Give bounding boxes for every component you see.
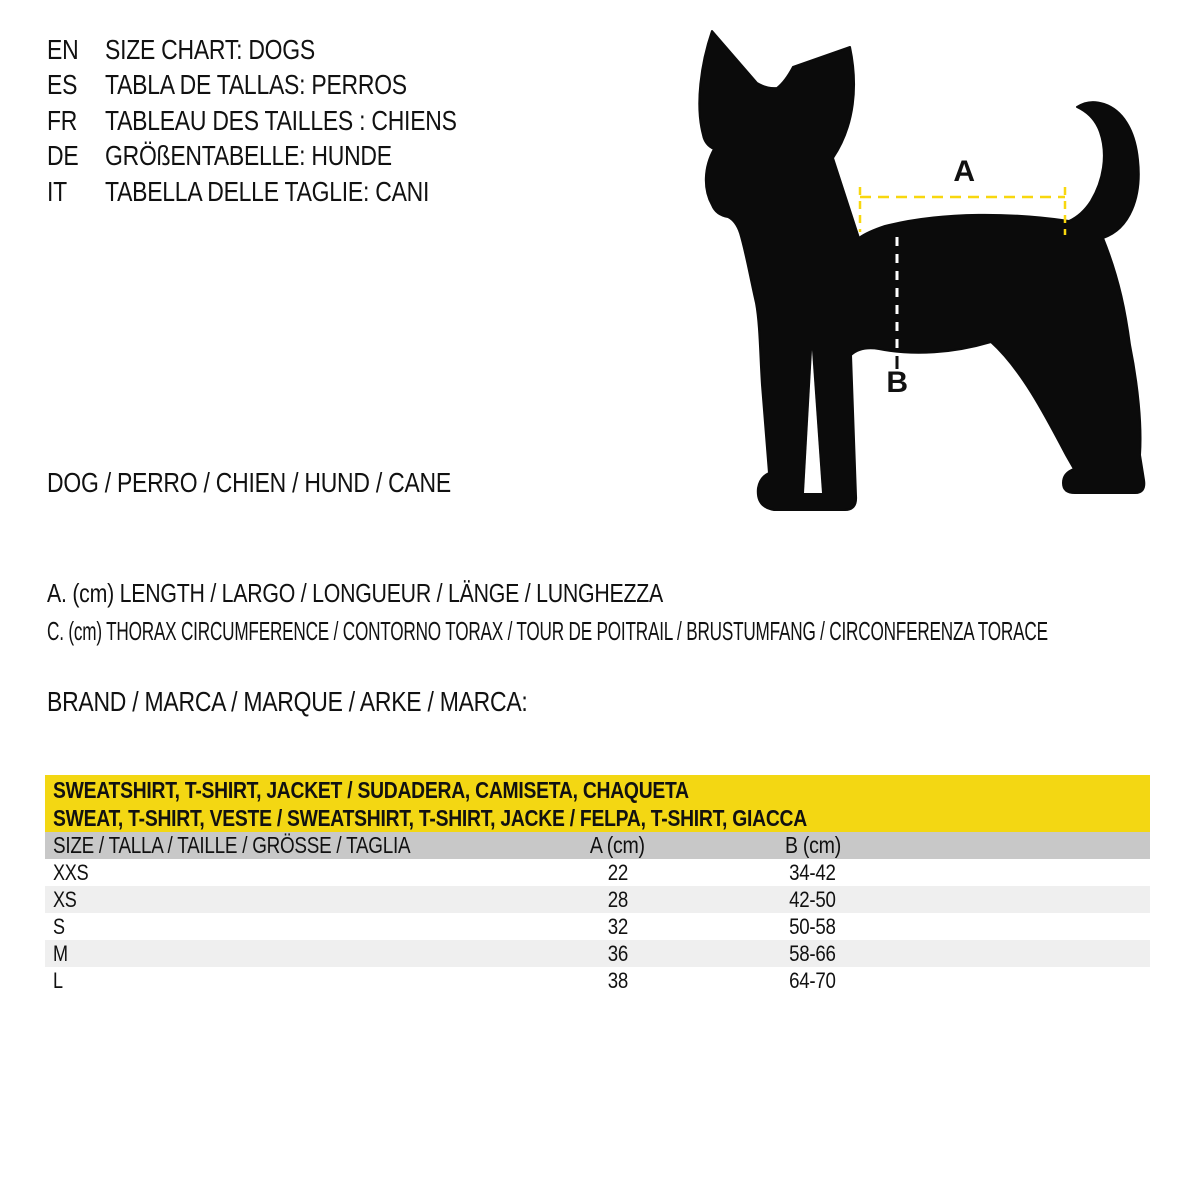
length-cell: 28 [607,886,628,912]
note-length: A. (cm) LENGTH / LARGO / LONGUEUR / LÄNG… [47,577,663,608]
title-row-fr: FR TABLEAU DES TAILLES : CHIENS [47,103,534,139]
column-header-size: SIZE / TALLA / TAILLE / GRÖSSE / TAGLIA [53,832,411,858]
table-row: M 36 58-66 [45,940,1150,967]
language-code: FR [47,104,78,136]
length-cell: 38 [607,967,628,993]
thorax-cell: 42-50 [789,886,836,912]
length-cell: 32 [607,913,628,939]
thorax-cell: 64-70 [789,967,836,993]
page-title: TABLA DE TALLAS: PERROS [105,69,407,101]
length-cell: 22 [607,859,628,885]
page-title: TABELLA DELLE TAGLIE: CANI [105,175,430,207]
size-cell: XXS [53,859,89,885]
title-row-de: DE GRÖßENTABELLE: HUNDE [47,139,534,175]
banner-line-1: SWEATSHIRT, T-SHIRT, JACKET / SUDADERA, … [53,777,689,803]
front-leg-gap [804,350,822,493]
length-cell: 36 [607,940,628,966]
column-header-b: B (cm) [784,832,841,858]
length-measure-line [858,187,1067,235]
banner-line-2: SWEAT, T-SHIRT, VESTE / SWEATSHIRT, T-SH… [53,804,807,831]
note-thorax: C. (cm) THORAX CIRCUMFERENCE / CONTORNO … [47,615,1048,646]
page-title: SIZE CHART: DOGS [105,33,315,65]
size-table-body: XXS 22 34-42 XS 28 42-50 S 32 50-58 M 36… [45,859,1150,994]
language-code: EN [47,33,79,65]
table-row: XXS 22 34-42 [45,859,1150,886]
title-row-es: ES TABLA DE TALLAS: PERROS [47,68,534,104]
thorax-cell: 50-58 [789,913,836,939]
size-table-header: SIZE / TALLA / TAILLE / GRÖSSE / TAGLIA … [45,832,1150,859]
measurement-notes: A. (cm) LENGTH / LARGO / LONGUEUR / LÄNG… [47,574,1200,650]
thorax-cell: 34-42 [789,859,836,885]
language-code: DE [47,140,79,172]
size-cell: L [53,967,63,993]
table-row: S 32 50-58 [45,913,1150,940]
brand-caption: BRAND / MARCA / MARQUE / ARKE / MARCA: [47,686,528,717]
size-cell: S [53,913,65,939]
table-row: L 38 64-70 [45,967,1150,994]
animal-caption: DOG / PERRO / CHIEN / HUND / CANE [47,467,451,498]
title-row-it: IT TABELLA DELLE TAGLIE: CANI [47,174,534,210]
size-cell: XS [53,886,77,912]
title-language-block: EN SIZE CHART: DOGS ES TABLA DE TALLAS: … [47,32,534,210]
title-row-en: EN SIZE CHART: DOGS [47,32,534,68]
dog-measurement-diagram: A B [698,30,1146,511]
measure-b-label: B [886,366,907,399]
page-title: TABLEAU DES TAILLES : CHIENS [105,104,457,136]
language-code: IT [47,175,67,207]
dog-silhouette [698,30,1146,511]
page-title: GRÖßENTABELLE: HUNDE [105,140,392,172]
language-code: ES [47,69,78,101]
garment-type-banner: SWEATSHIRT, T-SHIRT, JACKET / SUDADERA, … [45,775,1150,832]
column-header-a: A (cm) [590,832,645,858]
measure-a-label: A [953,155,974,188]
size-cell: M [53,940,68,966]
table-row: XS 28 42-50 [45,886,1150,913]
thorax-cell: 58-66 [789,940,836,966]
